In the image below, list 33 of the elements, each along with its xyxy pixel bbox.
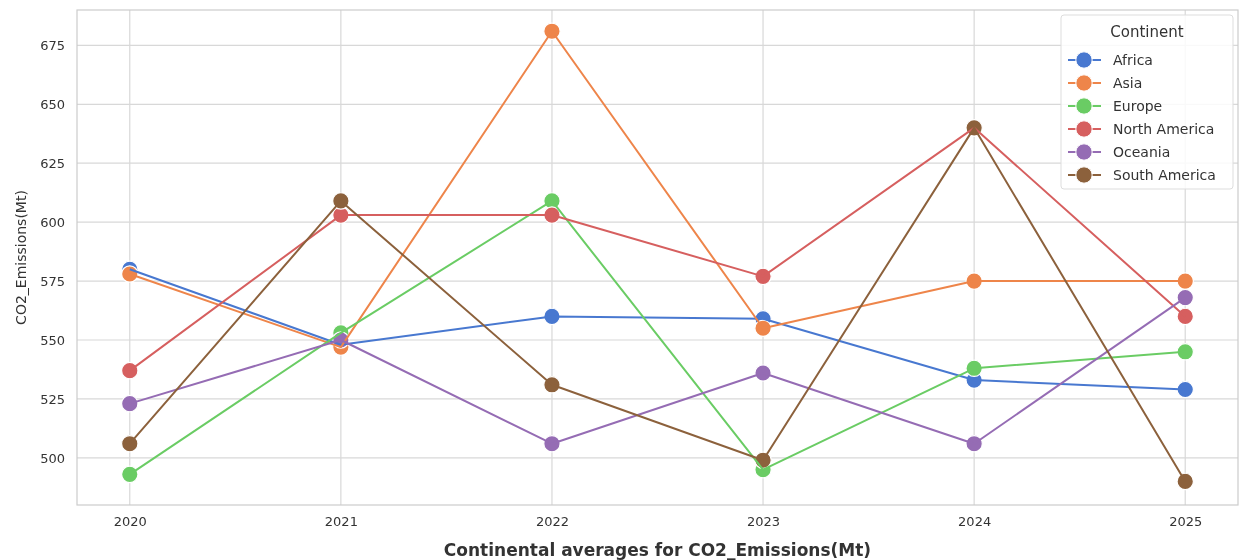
legend-label: Oceania bbox=[1113, 144, 1171, 160]
y-tick-label: 625 bbox=[40, 155, 65, 171]
x-tick-label: 2025 bbox=[1169, 514, 1203, 530]
y-tick-label: 550 bbox=[40, 332, 65, 348]
point bbox=[1176, 288, 1194, 307]
x-tick-label: 2024 bbox=[958, 514, 992, 530]
point bbox=[1176, 472, 1194, 491]
point bbox=[121, 465, 139, 484]
y-tick-label: 575 bbox=[40, 273, 65, 289]
x-tick-label: 2022 bbox=[535, 514, 569, 530]
point bbox=[1176, 380, 1194, 399]
legend-label: Europe bbox=[1113, 98, 1163, 114]
legend-title: Continent bbox=[1110, 23, 1184, 41]
y-axis-title: CO2_Emissions(Mt) bbox=[13, 190, 29, 325]
legend-label: North America bbox=[1113, 121, 1215, 137]
point bbox=[121, 394, 139, 413]
legend-label: Asia bbox=[1113, 75, 1143, 91]
x-axis-title: Continental averages for CO2_Emissions(Mt) bbox=[443, 540, 872, 560]
legend-label: Africa bbox=[1113, 52, 1153, 68]
y-tick-label: 525 bbox=[40, 391, 65, 407]
point bbox=[121, 361, 139, 380]
y-tick-label: 675 bbox=[40, 38, 65, 54]
point bbox=[1176, 343, 1194, 361]
legend-label: South America bbox=[1113, 167, 1216, 183]
y-tick-label: 650 bbox=[40, 96, 65, 112]
y-tick-label: 600 bbox=[40, 214, 65, 230]
x-tick-label: 2020 bbox=[113, 514, 147, 530]
point bbox=[1176, 307, 1194, 326]
point bbox=[1176, 272, 1194, 290]
x-tick-label: 2023 bbox=[747, 514, 781, 530]
y-tick-label: 500 bbox=[40, 450, 65, 466]
x-tick-label: 2021 bbox=[324, 514, 358, 530]
point bbox=[121, 434, 139, 453]
